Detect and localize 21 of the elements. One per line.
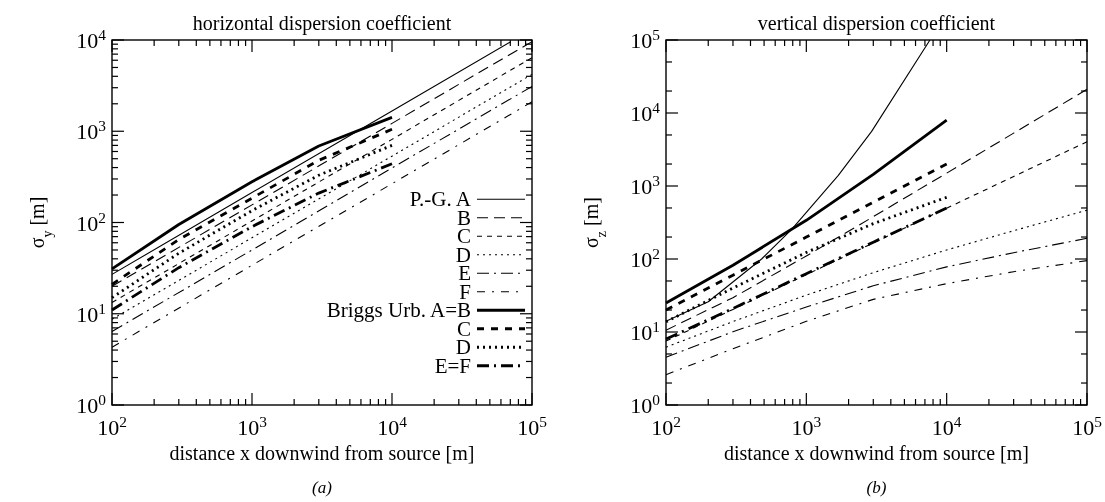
x-tick-label: 10$^{5}$	[517, 412, 548, 440]
y-tick-label: 10$^{1}$	[630, 317, 660, 345]
chart-title: vertical dispersion coefficient	[757, 12, 996, 35]
x-axis-title: distance x downwind from source [m]	[169, 442, 475, 464]
y-tick-label: 10$^{5}$	[630, 25, 661, 53]
x-tick-label: 10$^{3}$	[791, 412, 822, 440]
chart-title: horizontal dispersion coefficient	[192, 12, 452, 35]
y-tick-label: 10$^{3}$	[630, 171, 661, 199]
y-tick-label: 10$^{1}$	[76, 299, 106, 327]
y-tick-label: 10$^{3}$	[76, 116, 107, 145]
text: (b)	[866, 478, 887, 497]
x-tick-label: 10$^{4}$	[377, 412, 408, 440]
y-tick-label: 10$^{4}$	[76, 25, 107, 53]
x-tick-label: 10$^{3}$	[237, 412, 268, 440]
y-tick-label: 10$^{2}$	[630, 244, 660, 272]
x-tick-label: 10$^{4}$	[931, 412, 962, 440]
y-tick-label: 10$^{4}$	[630, 98, 661, 126]
x-tick-label: 10$^{5}$	[1072, 412, 1103, 440]
y-tick-label: 10$^{2}$	[76, 208, 106, 236]
text: (a)	[312, 478, 333, 497]
x-axis-title: distance x downwind from source [m]	[724, 442, 1029, 464]
